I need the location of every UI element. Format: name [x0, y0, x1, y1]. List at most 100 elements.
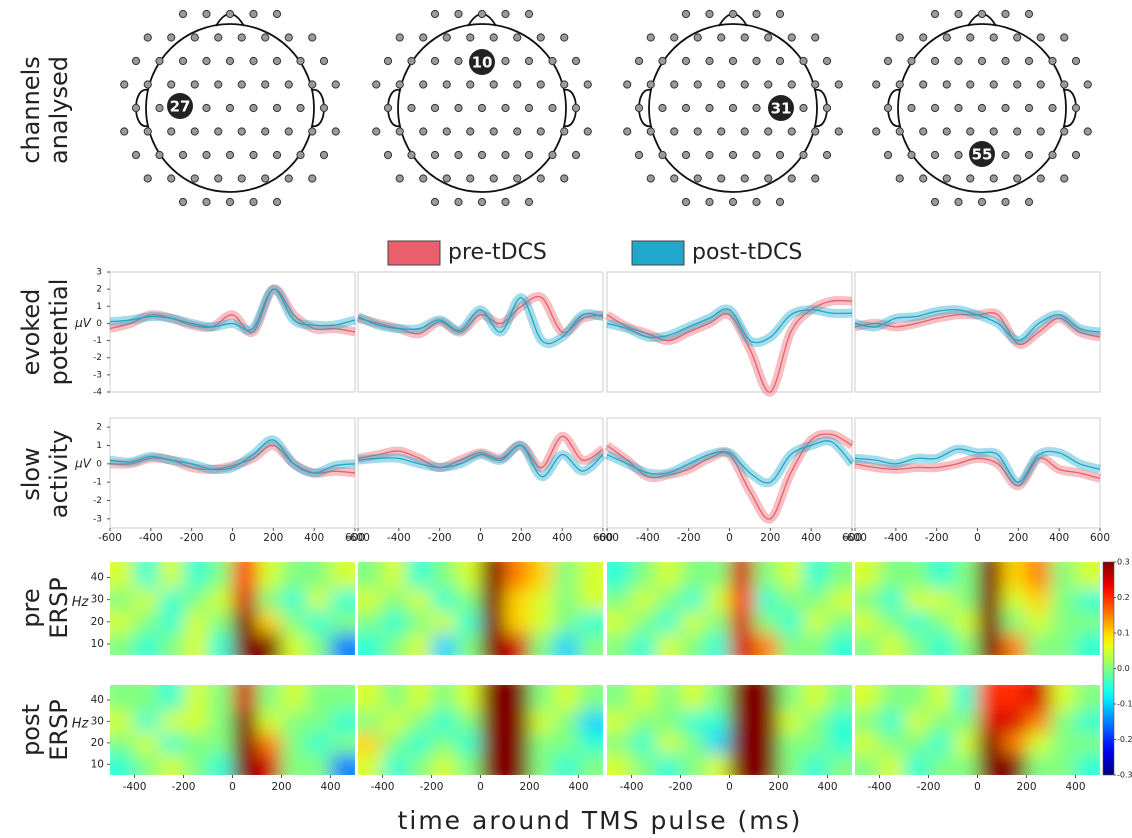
heatmap-cell: [977, 562, 1003, 590]
heatmap-cell: [257, 732, 282, 755]
heatmap-cell: [607, 632, 632, 655]
heatmap-cell: [607, 610, 632, 634]
heatmap-cells: [855, 562, 1100, 655]
electrode: [646, 127, 655, 136]
electrode: [799, 56, 808, 66]
heatmap-cell: [232, 610, 258, 634]
electrode: [705, 197, 714, 207]
row-label: pre ERSP: [17, 577, 73, 639]
series-line: [606, 433, 853, 520]
x-tick-label: 400: [552, 532, 572, 544]
y-axis-unit: Hz: [72, 595, 90, 610]
electrode: [1036, 127, 1045, 136]
heatmap-cell: [778, 732, 804, 755]
electrode: [775, 56, 785, 66]
electrode: [728, 103, 738, 113]
x-tick-label: 0: [229, 532, 236, 544]
electrode: [1024, 150, 1034, 160]
heatmap-cell: [480, 753, 506, 775]
electrode: [919, 127, 928, 136]
electrode: [907, 103, 916, 113]
x-tick-label: 0: [974, 781, 981, 793]
heatmap-cell: [183, 562, 209, 590]
electrode: [143, 127, 152, 136]
electrode: [442, 80, 451, 89]
electrode: [646, 174, 655, 183]
electrode: [143, 33, 152, 42]
electrode: [670, 174, 679, 183]
electrode: [454, 56, 463, 66]
electrode: [331, 127, 340, 136]
electrode: [120, 80, 129, 89]
heatmap-cell: [431, 753, 457, 775]
heatmap-cell: [431, 562, 457, 590]
electrode: [740, 174, 749, 183]
heatmap-cell: [1026, 753, 1052, 775]
series-line: [606, 440, 853, 484]
legend-swatch: [387, 240, 441, 266]
heatmap-cell: [656, 562, 681, 590]
electrode: [419, 33, 428, 42]
electrode: [120, 127, 129, 136]
heatmap-cell: [705, 732, 730, 755]
heatmap-cell: [1002, 562, 1027, 590]
highlight-electrode: [969, 141, 995, 167]
electrode: [430, 150, 440, 160]
heatmap-cell: [110, 685, 135, 712]
electrode: [752, 9, 761, 19]
electrode: [811, 33, 820, 42]
electrode: [822, 150, 832, 160]
x-tick-label: -400: [139, 532, 163, 544]
electrode: [1071, 150, 1081, 160]
heatmap-cell: [505, 562, 530, 590]
electrode: [560, 127, 569, 136]
y-tick-label: -2: [93, 353, 102, 363]
heatmap-cell: [431, 632, 457, 655]
y-tick-label: 40: [91, 572, 104, 584]
heatmap: [855, 562, 1100, 655]
electrode: [383, 103, 393, 113]
electrode: [930, 103, 940, 113]
electrode: [477, 9, 487, 19]
electrode: [740, 33, 749, 42]
electrode: [214, 174, 223, 183]
x-tick-label: 600: [1090, 532, 1110, 544]
row-label-line: evoked: [17, 289, 45, 376]
electrode: [190, 33, 199, 42]
heatmap-cell: [281, 753, 307, 775]
y-tick-label: 0: [96, 459, 102, 469]
heatmap-cell: [754, 610, 779, 634]
electrode: [524, 9, 534, 19]
heatmap-cell: [904, 562, 929, 590]
heatmap-cell: [456, 588, 481, 612]
electrode: [419, 174, 428, 183]
electrode: [466, 174, 475, 183]
electrode: [319, 56, 329, 66]
x-tick-label: -200: [420, 781, 444, 793]
electrode: [249, 56, 258, 66]
electrode: [930, 56, 940, 66]
electrode: [225, 197, 235, 207]
heatmap-cell: [656, 610, 681, 634]
heatmap-cell: [631, 685, 657, 712]
heatmap-cell: [977, 588, 1003, 612]
electrode: [681, 9, 691, 19]
electrode: [202, 9, 211, 19]
electrode: [501, 56, 510, 66]
heatmap-cell: [1075, 632, 1100, 655]
heatmap-cell: [1075, 710, 1100, 733]
x-tick-label: 0: [477, 781, 484, 793]
heatmap-cell: [257, 685, 282, 712]
electrode: [1013, 127, 1022, 136]
heatmap-cells: [110, 562, 355, 655]
electrode: [681, 197, 691, 207]
electrode: [883, 103, 893, 113]
heatmap-cell: [607, 562, 632, 590]
y-tick-label: 1: [96, 302, 102, 312]
electrode: [728, 9, 738, 19]
electrode: [670, 33, 679, 42]
heatmap: [855, 685, 1100, 775]
heatmap-cell: [554, 753, 579, 775]
heatmap-cell: [879, 588, 905, 612]
heatmap-cell: [232, 753, 258, 775]
